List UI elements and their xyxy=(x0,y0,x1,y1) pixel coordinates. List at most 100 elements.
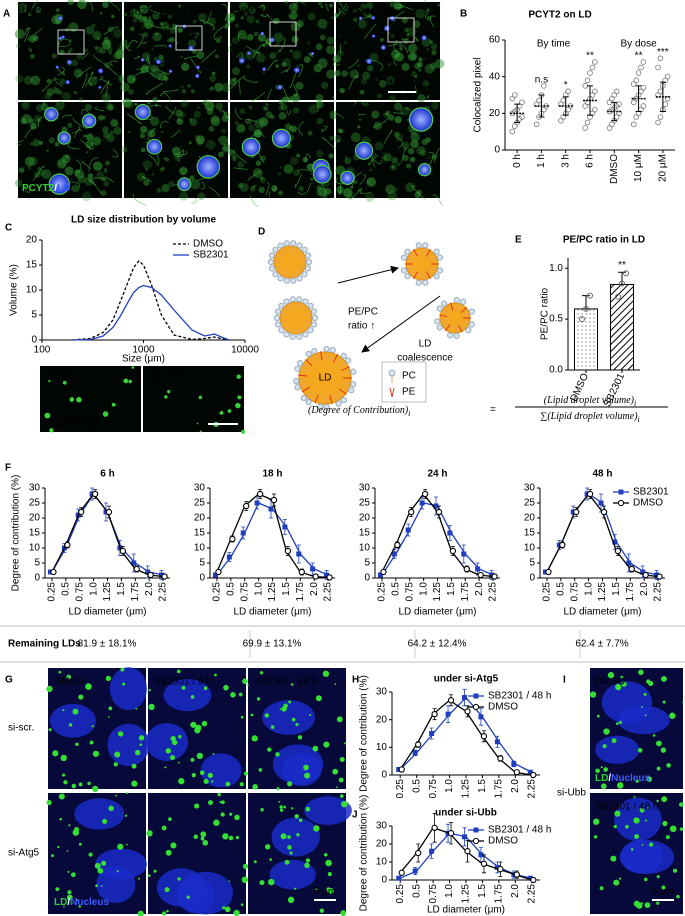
lipid-head xyxy=(329,346,336,354)
ld-dot xyxy=(595,768,600,774)
y-tick-label: 10 xyxy=(26,285,38,296)
ld-dot xyxy=(618,877,622,880)
ld-dot xyxy=(679,827,684,831)
fiber xyxy=(252,184,257,188)
marker xyxy=(545,568,552,576)
fiber xyxy=(308,52,314,58)
fiber xyxy=(88,157,99,172)
lipid-tail xyxy=(423,247,426,256)
x-tick-label: 0.25 xyxy=(395,884,406,904)
texture xyxy=(57,90,63,96)
ld-signal xyxy=(408,107,434,132)
marker xyxy=(50,568,57,576)
texture xyxy=(337,128,343,134)
lipid-head xyxy=(275,308,282,315)
lipid-head xyxy=(434,318,441,325)
ld-dot xyxy=(303,764,309,771)
x-tick-label: 1.0 xyxy=(444,779,455,793)
nucleus xyxy=(95,848,147,880)
lipid-tail xyxy=(418,247,421,256)
ld-dot xyxy=(73,827,80,833)
fiber xyxy=(28,47,32,52)
ld-dot xyxy=(593,818,600,825)
fiber xyxy=(424,8,430,18)
y-tick-label: 5 xyxy=(199,558,205,569)
texture xyxy=(197,192,206,200)
ld-dot xyxy=(165,849,172,856)
x-tick-label: 1.25 xyxy=(461,884,472,904)
ld-dot xyxy=(327,872,332,877)
legend-label: SB2301 / 48 h xyxy=(488,825,551,836)
ld-dot xyxy=(52,750,59,757)
ld-dot xyxy=(87,781,91,786)
image-label: 2.5 μm xyxy=(208,411,239,422)
ld-dot xyxy=(240,903,244,906)
texture xyxy=(298,185,304,192)
y-tick-label: 25 xyxy=(29,498,41,509)
ld-dot xyxy=(259,671,264,675)
fiber xyxy=(148,5,165,15)
legend-marker xyxy=(472,837,480,845)
fiber xyxy=(191,197,198,204)
fiber xyxy=(383,129,393,144)
marker xyxy=(215,568,222,576)
panel-letter: D xyxy=(258,227,265,238)
texture xyxy=(221,82,231,93)
marker xyxy=(626,560,632,566)
significance: ** xyxy=(586,51,594,62)
data-point xyxy=(582,83,588,89)
micrograph xyxy=(40,366,141,433)
ld-signal xyxy=(371,16,375,20)
y-tick-label: 0 xyxy=(381,770,387,781)
ld-dot xyxy=(153,869,157,873)
marker xyxy=(270,496,278,504)
data-point xyxy=(662,101,669,107)
ld-dot xyxy=(92,750,100,757)
x-tick-label: 0.25 xyxy=(395,779,406,799)
stain-label: / xyxy=(608,773,611,784)
data-point xyxy=(630,121,637,128)
lipid-tail xyxy=(342,371,352,375)
micrograph xyxy=(589,668,684,790)
fiber xyxy=(18,4,27,13)
ld-dot xyxy=(62,773,66,777)
ld-dot xyxy=(672,868,678,873)
ld-dot xyxy=(669,825,677,833)
ld-dot xyxy=(614,810,621,817)
texture xyxy=(114,77,117,80)
fiber xyxy=(174,150,188,156)
fiber xyxy=(81,108,92,116)
ld-dot xyxy=(44,412,51,419)
data-point xyxy=(657,114,664,120)
stain-label: / xyxy=(67,897,70,908)
texture xyxy=(91,136,101,146)
ld-dot xyxy=(644,902,651,908)
x-tick-label: 0.25 xyxy=(542,582,553,602)
texture xyxy=(87,173,94,179)
texture xyxy=(417,94,426,103)
texture xyxy=(68,22,79,32)
lipid-tail xyxy=(301,386,310,393)
lipid-head xyxy=(300,394,308,402)
marker xyxy=(511,761,517,767)
lipid-tail xyxy=(426,271,431,279)
ld-dot xyxy=(625,824,629,829)
texture xyxy=(349,69,360,79)
texture xyxy=(134,12,142,20)
legend-marker xyxy=(472,703,480,711)
texture xyxy=(237,29,247,40)
texture xyxy=(46,88,55,96)
texture xyxy=(32,35,39,41)
texture xyxy=(77,0,87,10)
lipid-head xyxy=(436,324,443,331)
lipid-head xyxy=(446,332,454,339)
marker xyxy=(298,568,305,576)
image-background xyxy=(143,366,244,432)
arrow xyxy=(361,295,441,353)
lipid-tail xyxy=(339,361,347,368)
ld-dot xyxy=(49,428,54,433)
texture xyxy=(152,32,162,42)
y-tick-label: 25 xyxy=(524,498,536,509)
texture xyxy=(260,176,264,180)
ld-dot xyxy=(336,786,338,789)
